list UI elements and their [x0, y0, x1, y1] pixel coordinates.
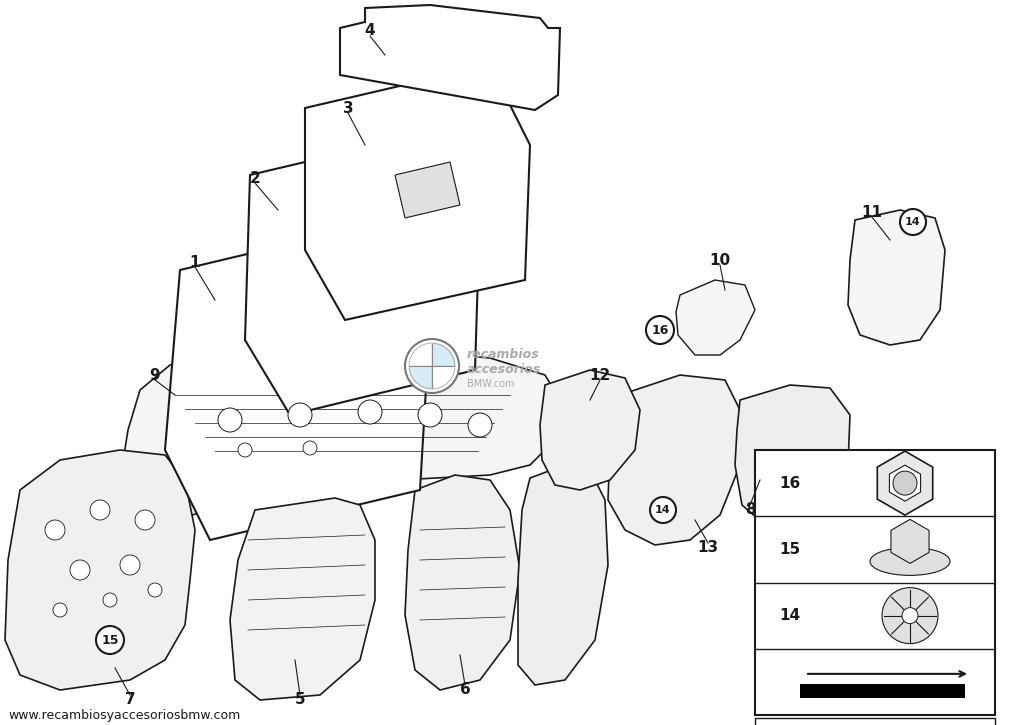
Text: 8: 8 [744, 502, 756, 518]
Text: 10: 10 [710, 252, 730, 268]
Polygon shape [230, 498, 375, 700]
Circle shape [218, 408, 242, 432]
Polygon shape [878, 451, 933, 515]
Polygon shape [395, 162, 460, 218]
Circle shape [96, 626, 124, 654]
Text: 3: 3 [343, 101, 353, 115]
Text: 5: 5 [295, 692, 305, 708]
Circle shape [882, 588, 938, 644]
Circle shape [45, 520, 65, 540]
Circle shape [238, 443, 252, 457]
Circle shape [53, 603, 67, 617]
Circle shape [646, 316, 674, 344]
Polygon shape [340, 5, 560, 110]
Circle shape [288, 403, 312, 427]
Ellipse shape [870, 547, 950, 576]
Circle shape [148, 583, 162, 597]
Circle shape [303, 441, 317, 455]
Circle shape [893, 471, 918, 495]
Text: 16: 16 [651, 323, 669, 336]
Circle shape [409, 343, 455, 389]
Polygon shape [608, 375, 740, 545]
Polygon shape [848, 210, 945, 345]
Text: accesorios: accesorios [467, 362, 542, 376]
Circle shape [900, 209, 926, 235]
Text: 15: 15 [101, 634, 119, 647]
Text: www.recambiosyaccesoriosbmw.com: www.recambiosyaccesoriosbmw.com [8, 708, 241, 721]
Text: 13: 13 [697, 541, 719, 555]
Circle shape [70, 560, 90, 580]
Text: 14: 14 [785, 487, 801, 497]
Circle shape [90, 500, 110, 520]
Text: recambios: recambios [467, 347, 540, 360]
Polygon shape [245, 130, 480, 415]
Text: 1: 1 [189, 254, 201, 270]
Text: 14: 14 [655, 505, 671, 515]
Circle shape [103, 593, 117, 607]
Circle shape [780, 479, 806, 505]
Text: 12: 12 [590, 368, 610, 383]
Text: 9: 9 [150, 368, 161, 383]
Text: 00133805: 00133805 [843, 724, 907, 725]
Bar [800, 684, 965, 698]
Polygon shape [5, 450, 195, 690]
Text: 15: 15 [779, 542, 801, 557]
Polygon shape [165, 220, 430, 540]
Text: 7: 7 [125, 692, 135, 708]
Circle shape [406, 339, 459, 393]
Polygon shape [676, 280, 755, 355]
Circle shape [135, 510, 155, 530]
Circle shape [120, 555, 140, 575]
Polygon shape [120, 350, 560, 525]
Bar [755, 718, 995, 725]
Circle shape [358, 400, 382, 424]
Polygon shape [540, 370, 640, 490]
Polygon shape [735, 385, 850, 525]
Wedge shape [432, 344, 455, 366]
Wedge shape [410, 366, 432, 389]
Text: 14: 14 [779, 608, 801, 623]
Text: 14: 14 [905, 217, 921, 227]
Bar [755, 450, 995, 715]
Polygon shape [406, 475, 520, 690]
Circle shape [650, 497, 676, 523]
Polygon shape [518, 465, 608, 685]
Text: BMW.com: BMW.com [467, 379, 514, 389]
Polygon shape [891, 519, 929, 563]
Polygon shape [890, 465, 921, 501]
Text: 2: 2 [250, 170, 260, 186]
Text: 4: 4 [365, 22, 376, 38]
Text: 16: 16 [779, 476, 801, 491]
Circle shape [902, 608, 918, 624]
Polygon shape [305, 65, 530, 320]
Text: 6: 6 [460, 682, 470, 697]
Text: 11: 11 [861, 204, 883, 220]
Circle shape [418, 403, 442, 427]
Circle shape [468, 413, 492, 437]
